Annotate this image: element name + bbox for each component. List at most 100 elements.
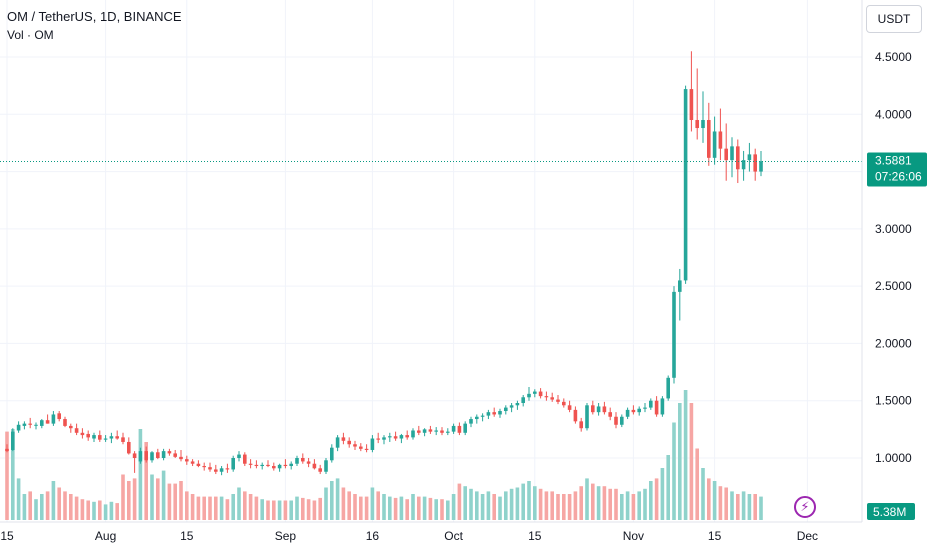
candle-body	[533, 391, 537, 394]
volume-bar	[695, 448, 699, 520]
price-tick-label: 1.0000	[875, 451, 912, 465]
candle-body	[741, 160, 746, 170]
volume-bar	[724, 487, 728, 520]
volume-bar	[701, 468, 705, 520]
candle-body	[428, 429, 433, 432]
candle-body	[672, 291, 676, 378]
volume-bar	[208, 496, 212, 520]
volume-legend[interactable]: Vol · OM	[7, 28, 54, 42]
volume-bar	[5, 431, 9, 520]
volume-bar	[649, 481, 653, 520]
volume-bar	[504, 491, 508, 520]
volume-bar	[63, 491, 67, 520]
candle-body	[475, 416, 479, 420]
volume-bar	[678, 403, 682, 520]
candle-body	[388, 436, 392, 438]
candle-body	[150, 452, 154, 461]
volume-bar	[364, 496, 369, 520]
volume-bar	[295, 496, 299, 520]
volume-bar	[730, 491, 734, 520]
candle-body	[695, 120, 699, 129]
candle-body	[718, 131, 723, 149]
lightning-icon[interactable]: ⚡	[794, 496, 816, 518]
candle-body	[469, 419, 473, 424]
candle-body	[625, 409, 630, 417]
currency-button[interactable]: USDT	[866, 5, 922, 33]
candle-body	[701, 120, 705, 129]
candle-body	[666, 377, 670, 399]
candle-body	[689, 89, 694, 121]
volume-bar	[486, 491, 491, 520]
price-tick-label: 2.0000	[875, 336, 912, 350]
volume-bar	[254, 496, 259, 520]
candle-body	[399, 435, 404, 439]
volume-bar	[40, 494, 44, 520]
volume-bar	[585, 478, 589, 520]
time-axis[interactable]: 15 Aug 15 Sep 16 Oct 15 Nov 15 Dec	[0, 529, 818, 543]
volume-bar	[272, 500, 276, 520]
time-tick-label: 15	[708, 529, 722, 543]
volume-bar	[475, 491, 479, 520]
volume-bar	[150, 474, 154, 520]
price-tick-label: 4.0000	[875, 107, 912, 121]
volume-bar	[248, 494, 253, 520]
candle-body	[712, 131, 717, 158]
volume-bar	[45, 491, 50, 520]
volume-bar	[625, 491, 630, 520]
volume-bar	[16, 478, 21, 520]
price-axis[interactable]: 4.50004.00003.50003.00002.50002.00001.50…	[875, 50, 912, 465]
candle-body	[324, 460, 328, 472]
candle-body	[318, 468, 322, 472]
candle-body	[109, 436, 114, 439]
volume-bar	[405, 499, 409, 520]
volume-bar	[573, 491, 578, 520]
volume-bar	[138, 429, 143, 520]
time-tick-label: 15	[528, 529, 542, 543]
candle-body	[254, 464, 259, 467]
candle-body	[579, 421, 583, 429]
volume-bar	[144, 442, 148, 520]
volume-bar	[289, 500, 293, 520]
candle-body	[248, 463, 253, 465]
volume-bar	[399, 496, 404, 520]
volume-bar	[707, 478, 711, 520]
volume-bar	[446, 500, 450, 520]
candle-body	[330, 447, 334, 461]
candle-body	[620, 416, 624, 425]
candle-body	[573, 409, 578, 422]
volume-bar	[173, 483, 177, 520]
symbol-title[interactable]: OM / TetherUS, 1D, BINANCE	[7, 9, 182, 24]
volume-bar	[69, 494, 73, 520]
volume-bar	[538, 488, 543, 520]
volume-bar	[190, 494, 195, 520]
volume-bar	[127, 481, 131, 520]
candle-body	[289, 463, 293, 467]
candle-body	[463, 423, 467, 433]
candle-body	[457, 425, 462, 433]
volume-bar	[28, 491, 32, 520]
candle-body	[521, 397, 525, 404]
volume-bar	[614, 488, 618, 520]
candle-body	[5, 448, 9, 452]
candle-body	[446, 431, 450, 433]
volume-bar	[533, 486, 537, 520]
volume-bar	[736, 494, 740, 520]
volume-bar	[185, 491, 189, 520]
volume-bar	[509, 488, 514, 520]
candle-body	[538, 391, 543, 397]
volume-bar	[596, 486, 601, 520]
candle-body	[335, 437, 340, 448]
volume-bar	[428, 497, 433, 520]
candle-body	[214, 469, 218, 472]
volume-bar	[567, 494, 572, 520]
volume-bar	[712, 481, 717, 520]
candle-body	[591, 405, 595, 413]
volume-bar	[57, 487, 61, 520]
chart-grid	[0, 0, 862, 522]
volume-bar	[759, 496, 763, 520]
volume-bar	[498, 496, 502, 520]
volume-bar	[683, 390, 688, 520]
candle-body	[11, 431, 15, 450]
volume-bar	[515, 487, 520, 520]
